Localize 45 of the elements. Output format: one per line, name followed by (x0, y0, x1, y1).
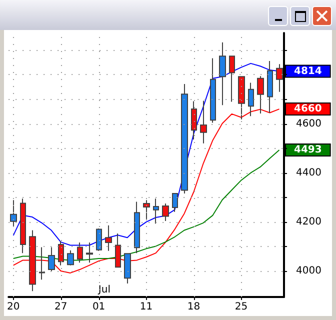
candlestick (200, 100, 207, 144)
candlestick (143, 200, 150, 221)
candlestick (257, 76, 264, 114)
candlestick (39, 246, 45, 280)
candlestick (181, 84, 188, 194)
line-series (12, 150, 280, 261)
candlestick (191, 100, 197, 140)
annotation: Jul (97, 284, 110, 296)
x-tick-label: 27 (54, 302, 68, 312)
candlestick (29, 230, 36, 292)
y-tick-label: 4400 (296, 167, 322, 178)
candlestick (67, 250, 74, 266)
candlestick (238, 76, 245, 120)
candlestick (172, 192, 178, 212)
x-tick-label: 18 (187, 302, 200, 312)
candlestick (58, 240, 64, 266)
data-label: 4660 (294, 104, 322, 115)
candlestick (96, 228, 102, 252)
candlestick (86, 242, 93, 264)
candlestick (229, 56, 235, 102)
candlestick (134, 201, 140, 254)
y-tick-label: 4200 (296, 216, 322, 228)
candlestick (20, 198, 26, 254)
candlestick (124, 253, 131, 284)
y-tick-label: 4600 (296, 118, 322, 130)
y-tick-label: 4000 (296, 265, 322, 276)
candlestick (10, 200, 17, 228)
candlestick (153, 198, 159, 224)
candlestick (219, 42, 226, 106)
x-tick-label: 25 (234, 302, 248, 312)
line-series (12, 108, 280, 274)
candlestick (162, 203, 169, 222)
x-tick-label: 20 (6, 302, 20, 312)
candlestick (48, 246, 55, 272)
x-tick-label: 11 (140, 302, 153, 312)
x-tick-label: 01 (92, 302, 106, 312)
candlestick (77, 242, 83, 264)
candlestick (276, 64, 283, 92)
data-label: 4493 (294, 144, 322, 156)
candlestick (105, 224, 112, 252)
candlestick (210, 58, 216, 124)
candlestick (248, 82, 254, 117)
candlestick (267, 60, 273, 114)
candlestick (115, 232, 121, 268)
data-label: 4814 (294, 66, 322, 77)
